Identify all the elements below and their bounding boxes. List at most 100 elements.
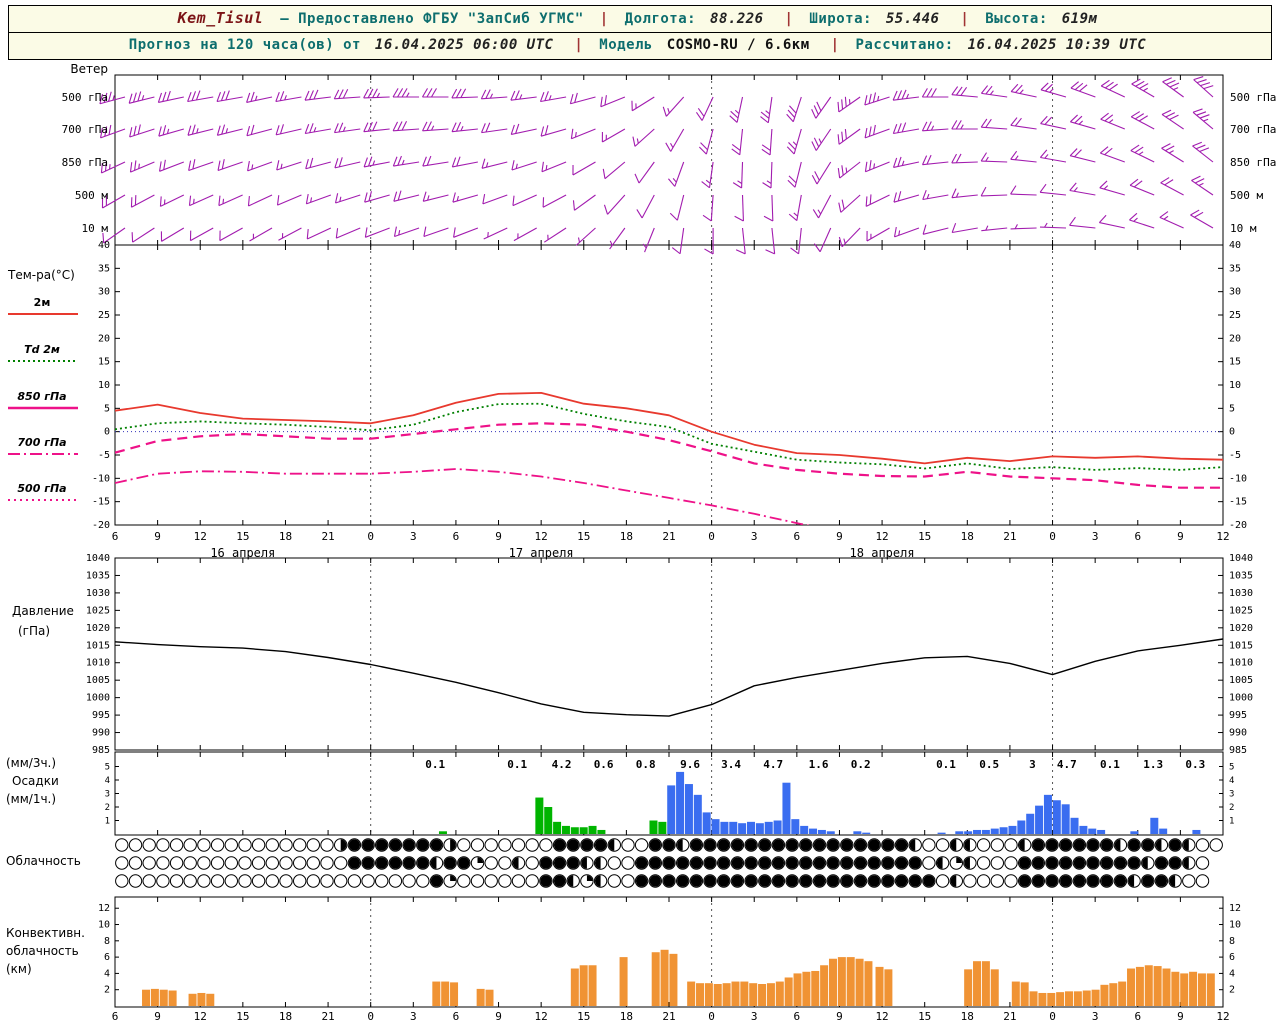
svg-text:10: 10 <box>98 920 110 931</box>
svg-text:700 гПа: 700 гПа <box>62 123 108 136</box>
svg-text:500 м: 500 м <box>75 189 108 202</box>
model-label: Модель <box>599 37 653 53</box>
longitude-value: 88.226 <box>710 11 764 27</box>
header-row-1: Kem_Tisul — Предоставлено ФГБУ "ЗапСиб У… <box>8 5 1272 33</box>
wind-barbs <box>99 76 1214 255</box>
svg-text:5: 5 <box>1229 763 1234 773</box>
legend-label-500: 500 гПа <box>17 482 67 495</box>
cloud-rows <box>115 838 1223 888</box>
svg-text:2: 2 <box>105 803 110 813</box>
svg-text:12: 12 <box>1229 903 1241 914</box>
svg-text:0: 0 <box>367 1010 374 1023</box>
svg-text:0.1: 0.1 <box>936 758 956 771</box>
precip-unit-1h: (мм/1ч.) <box>6 792 57 806</box>
svg-text:12: 12 <box>98 903 110 914</box>
svg-text:9.6: 9.6 <box>680 758 700 771</box>
svg-text:1000: 1000 <box>1229 693 1253 704</box>
svg-text:1025: 1025 <box>86 605 110 616</box>
svg-text:-10: -10 <box>92 473 110 484</box>
temp-axis-labels: 40 40 35 35 30 30 25 25 20 20 15 15 10 10 5 5 0 0 -5 -5 -10 -… <box>92 240 1247 531</box>
altitude-value: 619м <box>1061 11 1098 27</box>
svg-text:850 гПа: 850 гПа <box>1230 156 1276 169</box>
svg-text:0: 0 <box>708 1010 715 1023</box>
svg-text:1010: 1010 <box>1229 658 1253 669</box>
svg-text:10 м: 10 м <box>1230 222 1257 235</box>
svg-text:18: 18 <box>620 1010 633 1023</box>
svg-text:15: 15 <box>577 530 590 543</box>
svg-text:1040: 1040 <box>86 553 110 564</box>
convective-bars <box>142 949 1215 1006</box>
header: Kem_Tisul — Предоставлено ФГБУ "ЗапСиб У… <box>8 5 1272 60</box>
svg-text:9: 9 <box>1177 1010 1184 1023</box>
svg-text:25: 25 <box>1229 310 1241 321</box>
svg-text:6: 6 <box>453 530 460 543</box>
x-axis-labels: 6 6 9 9 12 12 15 15 18 18 21 21 0 0 3 3 6 6 9 9 12 12 15 15 18 18… <box>112 530 1230 1023</box>
svg-text:12: 12 <box>1216 530 1229 543</box>
svg-text:995: 995 <box>92 710 110 721</box>
pressure-panel-title: Давление <box>12 604 74 618</box>
wind-panel-title: Ветер <box>70 62 108 76</box>
svg-text:5: 5 <box>104 403 110 414</box>
svg-text:20: 20 <box>98 333 110 344</box>
altitude-label: Высота: <box>985 11 1048 27</box>
svg-text:6: 6 <box>453 1010 460 1023</box>
svg-text:4.7: 4.7 <box>763 758 783 771</box>
svg-text:15: 15 <box>918 530 931 543</box>
svg-text:1035: 1035 <box>1229 570 1253 581</box>
svg-text:0.5: 0.5 <box>979 758 999 771</box>
pressure-panel-unit: (гПа) <box>18 624 51 638</box>
separator: | <box>830 37 840 53</box>
svg-text:12: 12 <box>194 530 207 543</box>
svg-text:12: 12 <box>535 1010 548 1023</box>
pressure-curve <box>114 638 1224 717</box>
svg-text:-5: -5 <box>1229 450 1241 461</box>
svg-text:850 гПа: 850 гПа <box>62 156 108 169</box>
svg-text:0.2: 0.2 <box>851 758 871 771</box>
svg-text:20: 20 <box>1229 333 1241 344</box>
svg-text:985: 985 <box>1229 745 1247 756</box>
svg-text:21: 21 <box>662 530 675 543</box>
longitude-label: Долгота: <box>624 11 697 27</box>
svg-text:-5: -5 <box>98 450 110 461</box>
svg-text:995: 995 <box>1229 710 1247 721</box>
wind-level-labels: 500 гПа 500 гПа 700 гПа 700 гПа 850 гПа 850 г… <box>62 91 1277 235</box>
svg-text:4.7: 4.7 <box>1057 758 1077 771</box>
calculated-time: 16.04.2025 10:39 UTC <box>967 37 1147 53</box>
svg-text:1015: 1015 <box>1229 640 1253 651</box>
separator: | <box>574 37 584 53</box>
svg-text:4: 4 <box>1229 968 1235 979</box>
svg-text:990: 990 <box>1229 728 1247 739</box>
svg-text:2: 2 <box>1229 803 1234 813</box>
svg-text:10: 10 <box>98 380 110 391</box>
svg-text:9: 9 <box>836 1010 843 1023</box>
svg-text:12: 12 <box>1216 1010 1229 1023</box>
svg-text:4: 4 <box>105 776 110 786</box>
svg-text:700 гПа: 700 гПа <box>1230 123 1276 136</box>
svg-text:21: 21 <box>1003 1010 1016 1023</box>
svg-text:12: 12 <box>875 1010 888 1023</box>
svg-text:30: 30 <box>1229 287 1241 298</box>
svg-text:2: 2 <box>104 985 110 996</box>
precip-unit-3h: (мм/3ч.) <box>6 756 57 770</box>
svg-text:3: 3 <box>1092 530 1099 543</box>
temp-series <box>115 392 1223 525</box>
svg-text:3: 3 <box>410 530 417 543</box>
svg-text:-10: -10 <box>1229 473 1247 484</box>
svg-text:9: 9 <box>1177 530 1184 543</box>
svg-text:18: 18 <box>279 1010 292 1023</box>
convective-title-1: Конвективн. <box>6 926 85 940</box>
svg-text:990: 990 <box>92 728 110 739</box>
svg-text:18: 18 <box>961 1010 974 1023</box>
svg-text:1000: 1000 <box>86 693 110 704</box>
provider-text: — Предоставлено ФГБУ "ЗапСиб УГМС" <box>280 11 584 27</box>
svg-text:10: 10 <box>1229 920 1241 931</box>
svg-text:4: 4 <box>104 968 110 979</box>
convective-title-3: (км) <box>6 962 32 976</box>
svg-text:1035: 1035 <box>86 570 110 581</box>
svg-text:4.2: 4.2 <box>552 758 572 771</box>
forecast-label: Прогноз на 120 часа(ов) от <box>128 37 361 53</box>
svg-text:0.1: 0.1 <box>507 758 527 771</box>
convective-axis-labels: 12 12 10 10 8 8 6 6 4 4 2 2 <box>98 903 1241 995</box>
svg-text:3.4: 3.4 <box>721 758 741 771</box>
